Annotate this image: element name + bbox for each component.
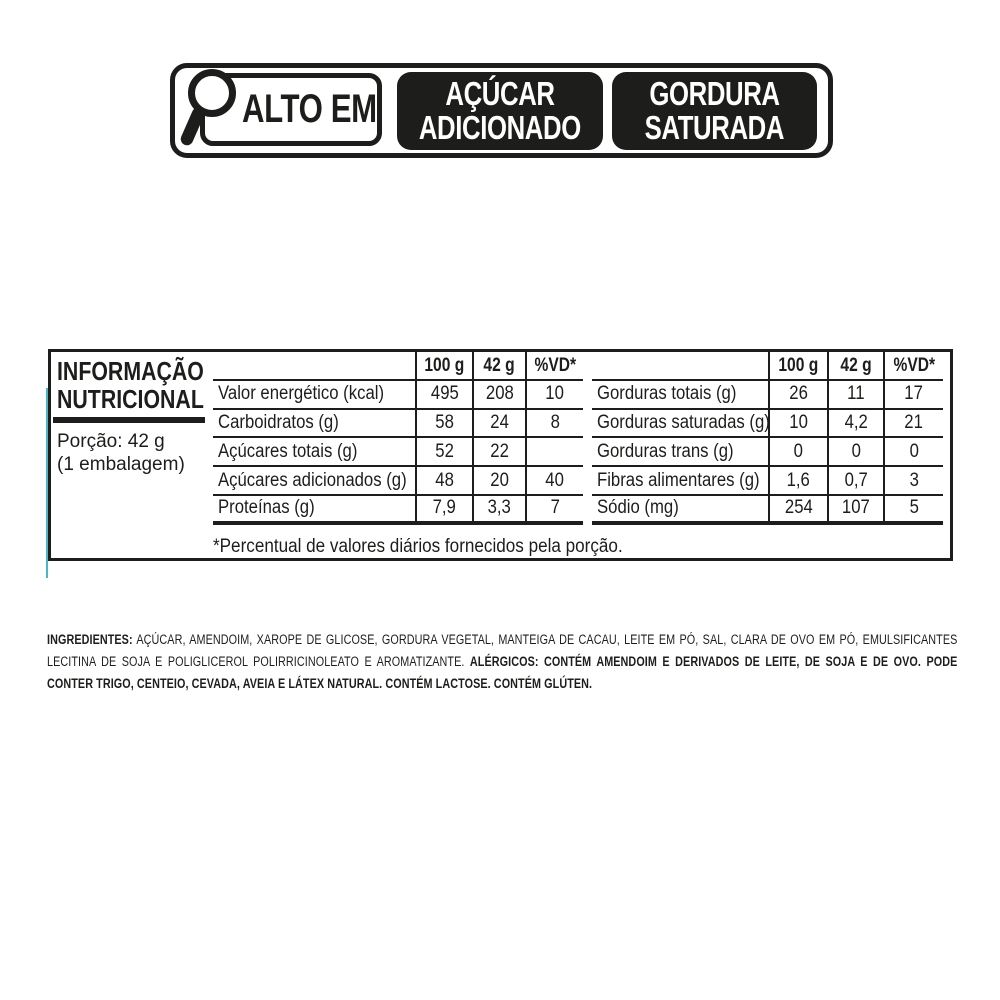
row-label-carboidratos: Carboidratos (g)	[213, 410, 415, 439]
added-sugar-line2: ADICIONADO	[419, 109, 581, 146]
nutrition-facts-panel: INFORMAÇÃO NUTRICIONAL Porção: 42 g (1 e…	[48, 349, 953, 561]
value-energia-42g: 208	[472, 380, 525, 410]
col-header-vd: %VD*	[525, 352, 583, 381]
value-fibras-vd: 3	[883, 467, 943, 496]
value-carboidratos-vd: 8	[525, 409, 583, 439]
portion-size: Porção: 42 g	[57, 431, 165, 452]
value-gorduras-saturadas-vd: 21	[883, 409, 943, 439]
value-gorduras-totais-vd: 17	[883, 380, 943, 410]
col-header-42g: 42 g	[472, 352, 525, 381]
value-sodio-vd: 5	[883, 495, 943, 525]
value-carboidratos-100g: 58	[415, 409, 472, 439]
value-fibras-42g: 0,7	[827, 467, 883, 496]
portion-info: Porção: 42 g (1 embalagem)	[57, 430, 185, 476]
value-proteinas-100g: 7,9	[415, 495, 472, 525]
value-gorduras-saturadas-42g: 4,2	[827, 409, 883, 439]
value-acucares-totais-vd	[525, 438, 583, 468]
title-underline-bar	[53, 417, 205, 423]
col-header-vd: %VD*	[883, 352, 943, 381]
cyan-crop-line	[46, 388, 48, 578]
row-label-gorduras-saturadas: Gorduras saturadas (g)	[592, 410, 770, 439]
nutrition-table-right: 100 g 42 g %VD* Gorduras totais (g) 26 1…	[592, 352, 943, 525]
value-gorduras-totais-42g: 11	[827, 380, 883, 410]
nutrition-title-line2: NUTRICIONAL	[57, 384, 204, 414]
header-spacer	[592, 352, 768, 381]
allergens-statement: ALÉRGICOS: CONTÉM AMENDOIM E DERIVADOS D…	[47, 653, 958, 691]
value-acucares-totais-100g: 52	[415, 438, 472, 468]
value-sodio-42g: 107	[827, 495, 883, 525]
alto-em-label: ALTO EM	[242, 87, 377, 131]
value-proteinas-42g: 3,3	[472, 495, 525, 525]
col-header-100g: 100 g	[415, 352, 472, 381]
value-fibras-100g: 1,6	[768, 467, 827, 496]
ingredients-paragraph: INGREDIENTES: AÇÚCAR, AMENDOIM, XAROPE D…	[47, 629, 957, 695]
added-sugar-line1: AÇÚCAR	[445, 75, 555, 112]
magnifier-icon	[180, 69, 236, 146]
row-label-sodio: Sódio (mg)	[592, 496, 768, 525]
value-sodio-100g: 254	[768, 495, 827, 525]
portion-packages: (1 embalagem)	[57, 454, 185, 475]
saturated-fat-line1: GORDURA	[649, 75, 780, 112]
nutrition-title: INFORMAÇÃO NUTRICIONAL	[57, 357, 236, 413]
row-label-fibras: Fibras alimentares (g)	[592, 467, 768, 496]
row-label-gorduras-trans: Gorduras trans (g)	[592, 438, 768, 468]
value-gorduras-trans-vd: 0	[883, 438, 943, 468]
value-acucares-adicionados-42g: 20	[472, 467, 525, 496]
header-spacer	[213, 352, 415, 381]
col-header-42g: 42 g	[827, 352, 883, 381]
high-in-warning-banner: ALTO EM AÇÚCAR ADICIONADO GORDURA SATURA…	[170, 63, 833, 158]
value-gorduras-totais-100g: 26	[768, 380, 827, 410]
value-acucares-totais-42g: 22	[472, 438, 525, 468]
nutrition-title-line1: INFORMAÇÃO	[57, 356, 204, 386]
saturated-fat-badge: GORDURA SATURADA	[612, 72, 817, 150]
alto-em-box: ALTO EM	[200, 73, 382, 146]
col-header-100g: 100 g	[768, 352, 827, 381]
daily-values-footnote: *Percentual de valores diários fornecido…	[213, 536, 623, 557]
row-label-energia: Valor energético (kcal)	[213, 381, 415, 410]
value-acucares-adicionados-vd: 40	[525, 467, 583, 496]
row-label-acucares-totais: Açúcares totais (g)	[213, 438, 415, 468]
value-energia-vd: 10	[525, 380, 583, 410]
value-proteinas-vd: 7	[525, 495, 583, 525]
row-label-proteinas: Proteínas (g)	[213, 496, 415, 525]
added-sugar-badge: AÇÚCAR ADICIONADO	[397, 72, 603, 150]
ingredients-label: INGREDIENTES:	[47, 631, 133, 647]
saturated-fat-line2: SATURADA	[644, 109, 785, 146]
row-label-acucares-adicionados: Açúcares adicionados (g)	[213, 467, 415, 496]
value-gorduras-trans-42g: 0	[827, 438, 883, 468]
value-acucares-adicionados-100g: 48	[415, 467, 472, 496]
ingredients-list: AÇÚCAR, AMENDOIM, XAROPE DE GLICOSE, GOR…	[47, 631, 958, 669]
row-label-gorduras-totais: Gorduras totais (g)	[592, 381, 768, 410]
nutrition-table-left: 100 g 42 g %VD* Valor energético (kcal) …	[213, 352, 583, 525]
value-carboidratos-42g: 24	[472, 409, 525, 439]
value-gorduras-trans-100g: 0	[768, 438, 827, 468]
value-gorduras-saturadas-100g: 10	[768, 409, 827, 439]
value-energia-100g: 495	[415, 380, 472, 410]
